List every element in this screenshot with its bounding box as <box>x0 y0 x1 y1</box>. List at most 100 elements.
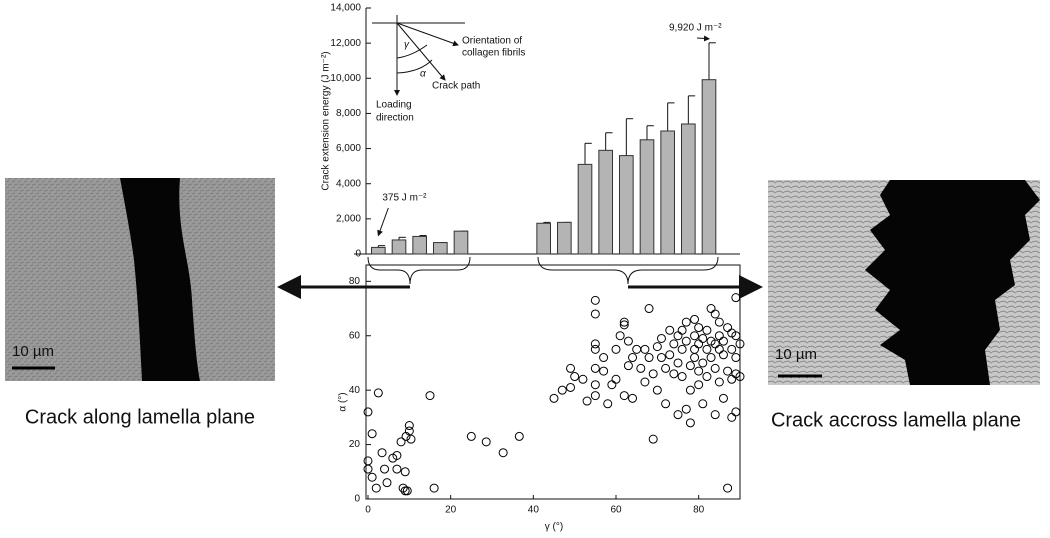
bar <box>577 163 593 255</box>
inset-label: Orientation of <box>462 36 522 47</box>
point <box>698 358 708 368</box>
y-tick-label: 40 <box>349 385 361 396</box>
point <box>590 339 600 349</box>
point <box>731 331 741 341</box>
inset-label: direction <box>376 113 414 124</box>
point <box>723 483 733 493</box>
point <box>702 372 712 382</box>
inset-label: γ <box>404 40 410 51</box>
bar <box>701 79 717 255</box>
point <box>723 323 733 333</box>
point <box>690 353 700 363</box>
point <box>557 385 567 395</box>
point <box>619 320 629 330</box>
point <box>727 374 737 384</box>
point <box>644 304 654 314</box>
point <box>401 431 411 441</box>
point <box>710 309 720 319</box>
point <box>718 393 728 403</box>
point <box>599 366 609 376</box>
point <box>619 317 629 327</box>
point <box>685 361 695 371</box>
point <box>373 388 383 398</box>
point <box>710 410 720 420</box>
left-micrograph: 10 µm <box>5 178 275 381</box>
point <box>681 317 691 327</box>
y-tick-label: 8,000 <box>336 108 361 119</box>
point <box>400 467 410 477</box>
point <box>382 478 392 488</box>
point <box>673 410 683 420</box>
y-tick-label: 0 <box>355 249 361 260</box>
point <box>363 456 373 466</box>
point <box>590 380 600 390</box>
point <box>396 437 406 447</box>
point <box>404 421 414 431</box>
right-micrograph: 10 µm <box>768 180 1040 385</box>
point <box>735 372 745 382</box>
point <box>706 353 716 363</box>
bar <box>619 155 634 255</box>
point <box>681 404 691 414</box>
point <box>710 339 720 349</box>
y-tick-label: 10,000 <box>330 73 361 84</box>
point <box>735 339 745 349</box>
plot-frame <box>365 264 741 500</box>
point <box>727 344 737 354</box>
x-tick-label: 80 <box>693 505 705 516</box>
point <box>590 309 600 319</box>
point <box>681 336 691 346</box>
point <box>714 331 724 341</box>
data-label: 9,920 J m⁻² <box>669 23 722 34</box>
point <box>371 483 381 493</box>
point <box>632 344 642 354</box>
y-tick-label: 0 <box>354 494 360 505</box>
point <box>590 295 600 305</box>
point <box>590 344 600 354</box>
point <box>690 344 700 354</box>
point <box>673 358 683 368</box>
bar <box>391 239 407 255</box>
point <box>566 382 576 392</box>
point <box>466 431 476 441</box>
inset-diagram <box>372 15 465 96</box>
point <box>640 344 650 354</box>
x-tick-label: 0 <box>365 505 371 516</box>
y-tick-label: 2,000 <box>336 213 361 224</box>
point <box>590 363 600 373</box>
point <box>628 393 638 403</box>
x-axis-label: γ (°) <box>545 522 563 533</box>
point <box>710 363 720 373</box>
brace <box>537 256 719 285</box>
point <box>566 363 576 373</box>
point <box>731 353 741 363</box>
point <box>367 472 377 482</box>
point <box>669 339 679 349</box>
point <box>665 325 675 335</box>
point <box>706 304 716 314</box>
bar <box>536 222 551 255</box>
point <box>665 350 675 360</box>
point <box>402 486 412 496</box>
point <box>599 353 609 363</box>
point <box>698 399 708 409</box>
bar <box>453 230 469 255</box>
point <box>673 331 683 341</box>
point <box>648 369 658 379</box>
point <box>578 374 588 384</box>
point <box>400 486 410 496</box>
bar <box>412 235 427 255</box>
scale-label: 10 µm <box>12 343 54 360</box>
point <box>363 464 373 474</box>
point <box>607 380 617 390</box>
point <box>685 418 695 428</box>
point <box>702 325 712 335</box>
y-tick-label: 14,000 <box>330 3 361 14</box>
point <box>694 366 704 376</box>
point <box>652 385 662 395</box>
point <box>661 363 671 373</box>
x-tick-label: 40 <box>528 505 540 516</box>
point <box>702 344 712 354</box>
point <box>718 350 728 360</box>
